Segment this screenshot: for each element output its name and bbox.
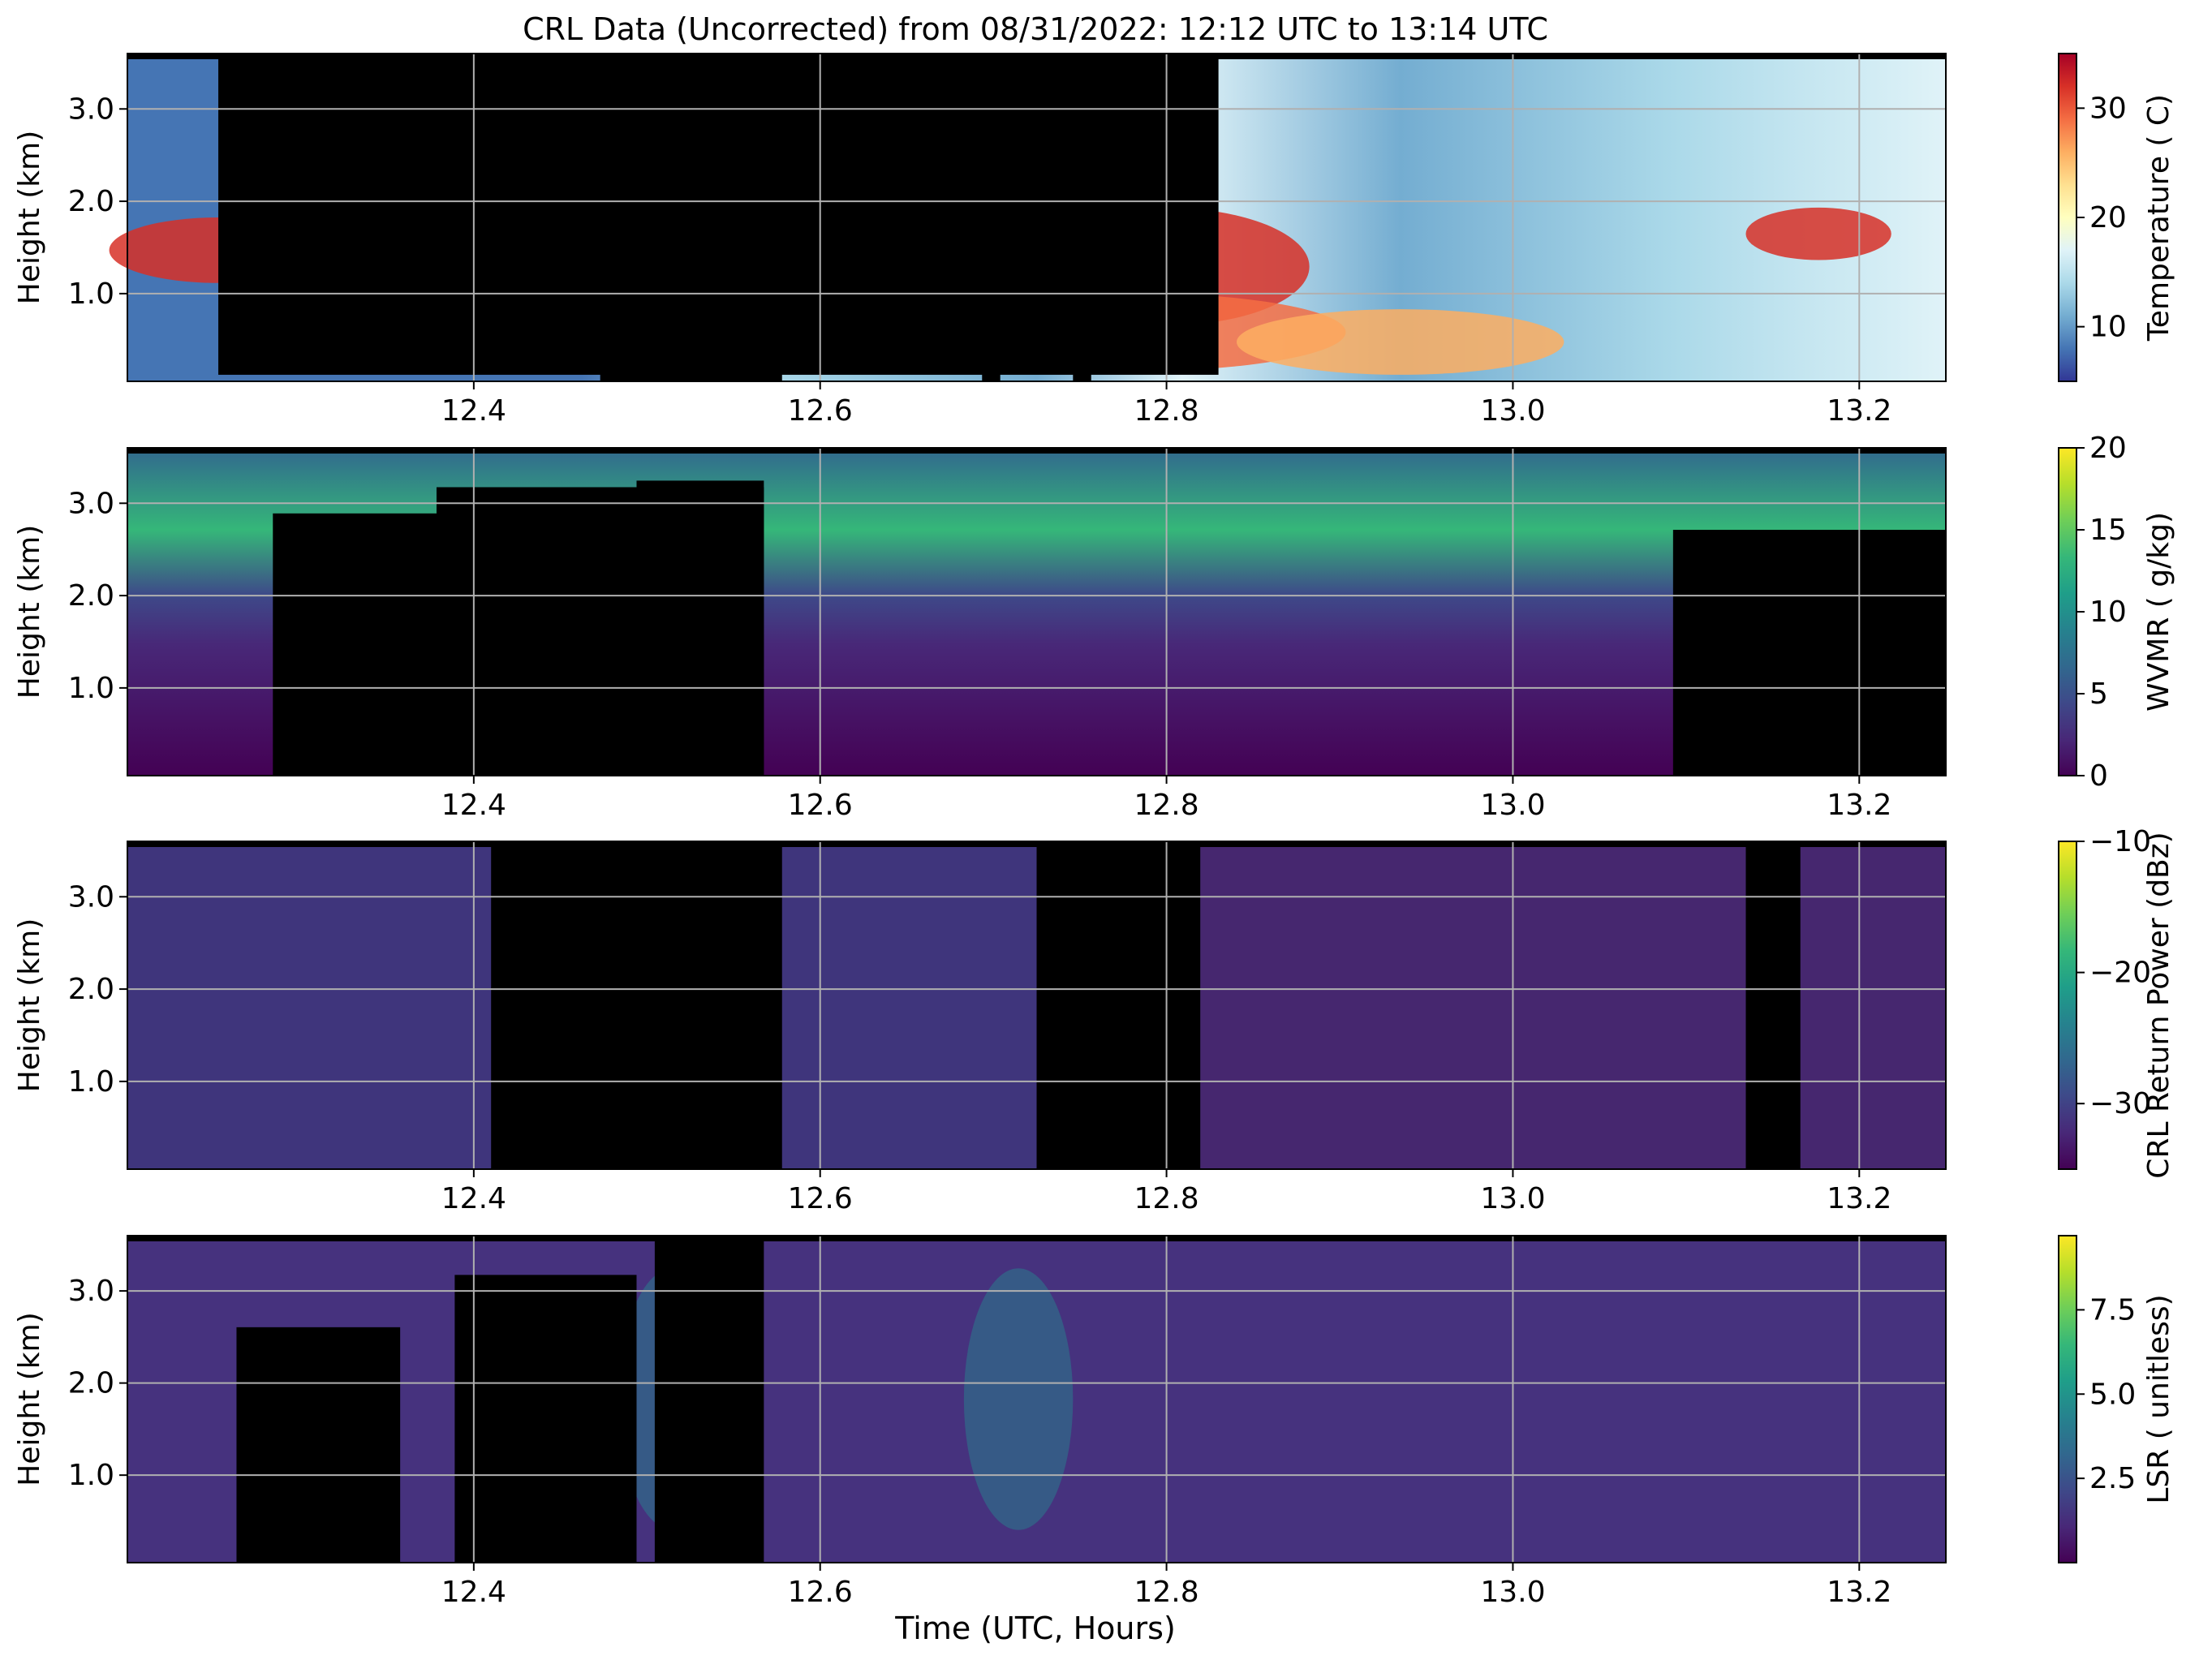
- panel-4: 12.4 12.6 12.8 13.0 13.2 1.0 2.0 3.0 Height (km)…: [13, 1235, 2175, 1609]
- x-tick-label: 13.0: [1480, 394, 1545, 428]
- x-tick-label: 12.6: [788, 789, 853, 822]
- x-tick-label: 13.2: [1827, 1576, 1891, 1609]
- panel-3: 12.4 12.6 12.8 13.0 13.2 1.0 2.0 3.0 Height (km)…: [13, 825, 2175, 1215]
- colorbar: 0 5 10 15 20 WVMR ( g/kg): [2058, 432, 2175, 793]
- colorbar: 2.5 5.0 7.5 LSR ( unitless): [2058, 1235, 2175, 1563]
- figure-title: CRL Data (Uncorrected) from 08/31/2022: …: [523, 11, 1548, 47]
- colorbar-label: Temperature ( C): [2142, 94, 2175, 342]
- x-tick-label: 12.4: [441, 394, 506, 428]
- masked-region: [454, 1275, 637, 1563]
- colorbar-tick-label: 10: [2089, 311, 2127, 344]
- colorbar-label: CRL Return Power (dBz): [2142, 832, 2175, 1178]
- heatmap-field: [127, 1236, 1946, 1563]
- masked-region: [491, 841, 782, 1169]
- colorbar-tick-label: −10: [2089, 825, 2151, 858]
- x-tick-label: 12.6: [788, 1182, 853, 1215]
- y-axis-label: Height (km): [13, 525, 46, 699]
- y-tick-label: 1.0: [68, 1459, 114, 1492]
- colorbar-tick-label: −30: [2089, 1087, 2151, 1120]
- x-tick-label: 13.0: [1480, 789, 1545, 822]
- x-axis-label: Time (UTC, Hours): [894, 1611, 1176, 1646]
- axes-frame: [127, 1235, 1947, 1563]
- masked-region: [691, 70, 764, 381]
- colorbar-tick-label: 20: [2089, 201, 2127, 234]
- x-tick-label: 12.6: [788, 394, 853, 428]
- colorbar: 10 20 30 Temperature ( C): [2058, 53, 2175, 382]
- colorbar-tick-label: 15: [2089, 514, 2127, 547]
- masked-region: [1036, 841, 1201, 1169]
- y-tick-label: 1.0: [68, 277, 114, 311]
- masked-region: [1073, 135, 1091, 381]
- colorbar-label: WVMR ( g/kg): [2142, 512, 2175, 712]
- panel-2: 12.4 12.6 12.8 13.0 13.2 1.0 2.0 3.0 Height (km)…: [13, 432, 2175, 822]
- colorbar-tick-label: 5.0: [2089, 1378, 2136, 1411]
- y-tick-label: 3.0: [68, 880, 114, 914]
- masked-region: [636, 480, 764, 776]
- x-tick-label: 12.8: [1134, 789, 1199, 822]
- colorbar-tick-label: 20: [2089, 432, 2127, 465]
- masked-region: [654, 1239, 764, 1563]
- x-tick-label: 12.6: [788, 1576, 853, 1609]
- heatmap-field: [127, 841, 1946, 1169]
- colorbar-tick-label: 30: [2089, 92, 2127, 125]
- colorbar-tick-label: −20: [2089, 957, 2151, 990]
- masked-region: [1745, 841, 1801, 1169]
- masked-region: [236, 1327, 401, 1563]
- y-tick-label: 3.0: [68, 92, 114, 126]
- heatmap-field: [109, 54, 1946, 381]
- y-tick-label: 2.0: [68, 579, 114, 613]
- colorbar-tick-label: 5: [2089, 677, 2108, 711]
- x-tick-label: 12.8: [1134, 1182, 1199, 1215]
- y-tick-label: 1.0: [68, 672, 114, 705]
- y-tick-label: 3.0: [68, 487, 114, 520]
- colorbar-tick-label: 7.5: [2089, 1293, 2136, 1327]
- axes-frame: [127, 841, 1947, 1170]
- colorbar-tick-label: 10: [2089, 596, 2127, 629]
- heatmap-field: [127, 448, 1946, 776]
- x-tick-label: 12.4: [441, 789, 506, 822]
- masked-region: [982, 200, 1001, 381]
- masked-region: [1672, 530, 1946, 776]
- y-axis-label: Height (km): [13, 1312, 46, 1486]
- y-tick-label: 2.0: [68, 1367, 114, 1400]
- x-tick-label: 12.8: [1134, 1576, 1199, 1609]
- x-tick-label: 12.4: [441, 1576, 506, 1609]
- x-tick-label: 13.0: [1480, 1576, 1545, 1609]
- x-tick-label: 13.2: [1827, 394, 1891, 428]
- y-axis-label: Height (km): [13, 918, 46, 1092]
- y-axis-label: Height (km): [13, 131, 46, 304]
- y-tick-label: 2.0: [68, 185, 114, 218]
- colorbar-tick-label: 0: [2089, 759, 2108, 793]
- y-tick-label: 2.0: [68, 973, 114, 1006]
- x-tick-label: 13.0: [1480, 1182, 1545, 1215]
- axes-frame: [127, 447, 1947, 776]
- y-tick-label: 1.0: [68, 1065, 114, 1099]
- x-tick-label: 13.2: [1827, 789, 1891, 822]
- y-tick-label: 3.0: [68, 1275, 114, 1308]
- colorbar-tick-label: 2.5: [2089, 1462, 2136, 1495]
- colorbar-label: LSR ( unitless): [2142, 1294, 2175, 1503]
- axes-frame: [127, 53, 1947, 382]
- x-tick-label: 13.2: [1827, 1182, 1891, 1215]
- x-tick-label: 12.4: [441, 1182, 506, 1215]
- panel-1: 12.4 12.6 12.8 13.0 13.2 1.0 2.0 3.0 Height (km)…: [13, 53, 2175, 428]
- x-tick-label: 12.8: [1134, 394, 1199, 428]
